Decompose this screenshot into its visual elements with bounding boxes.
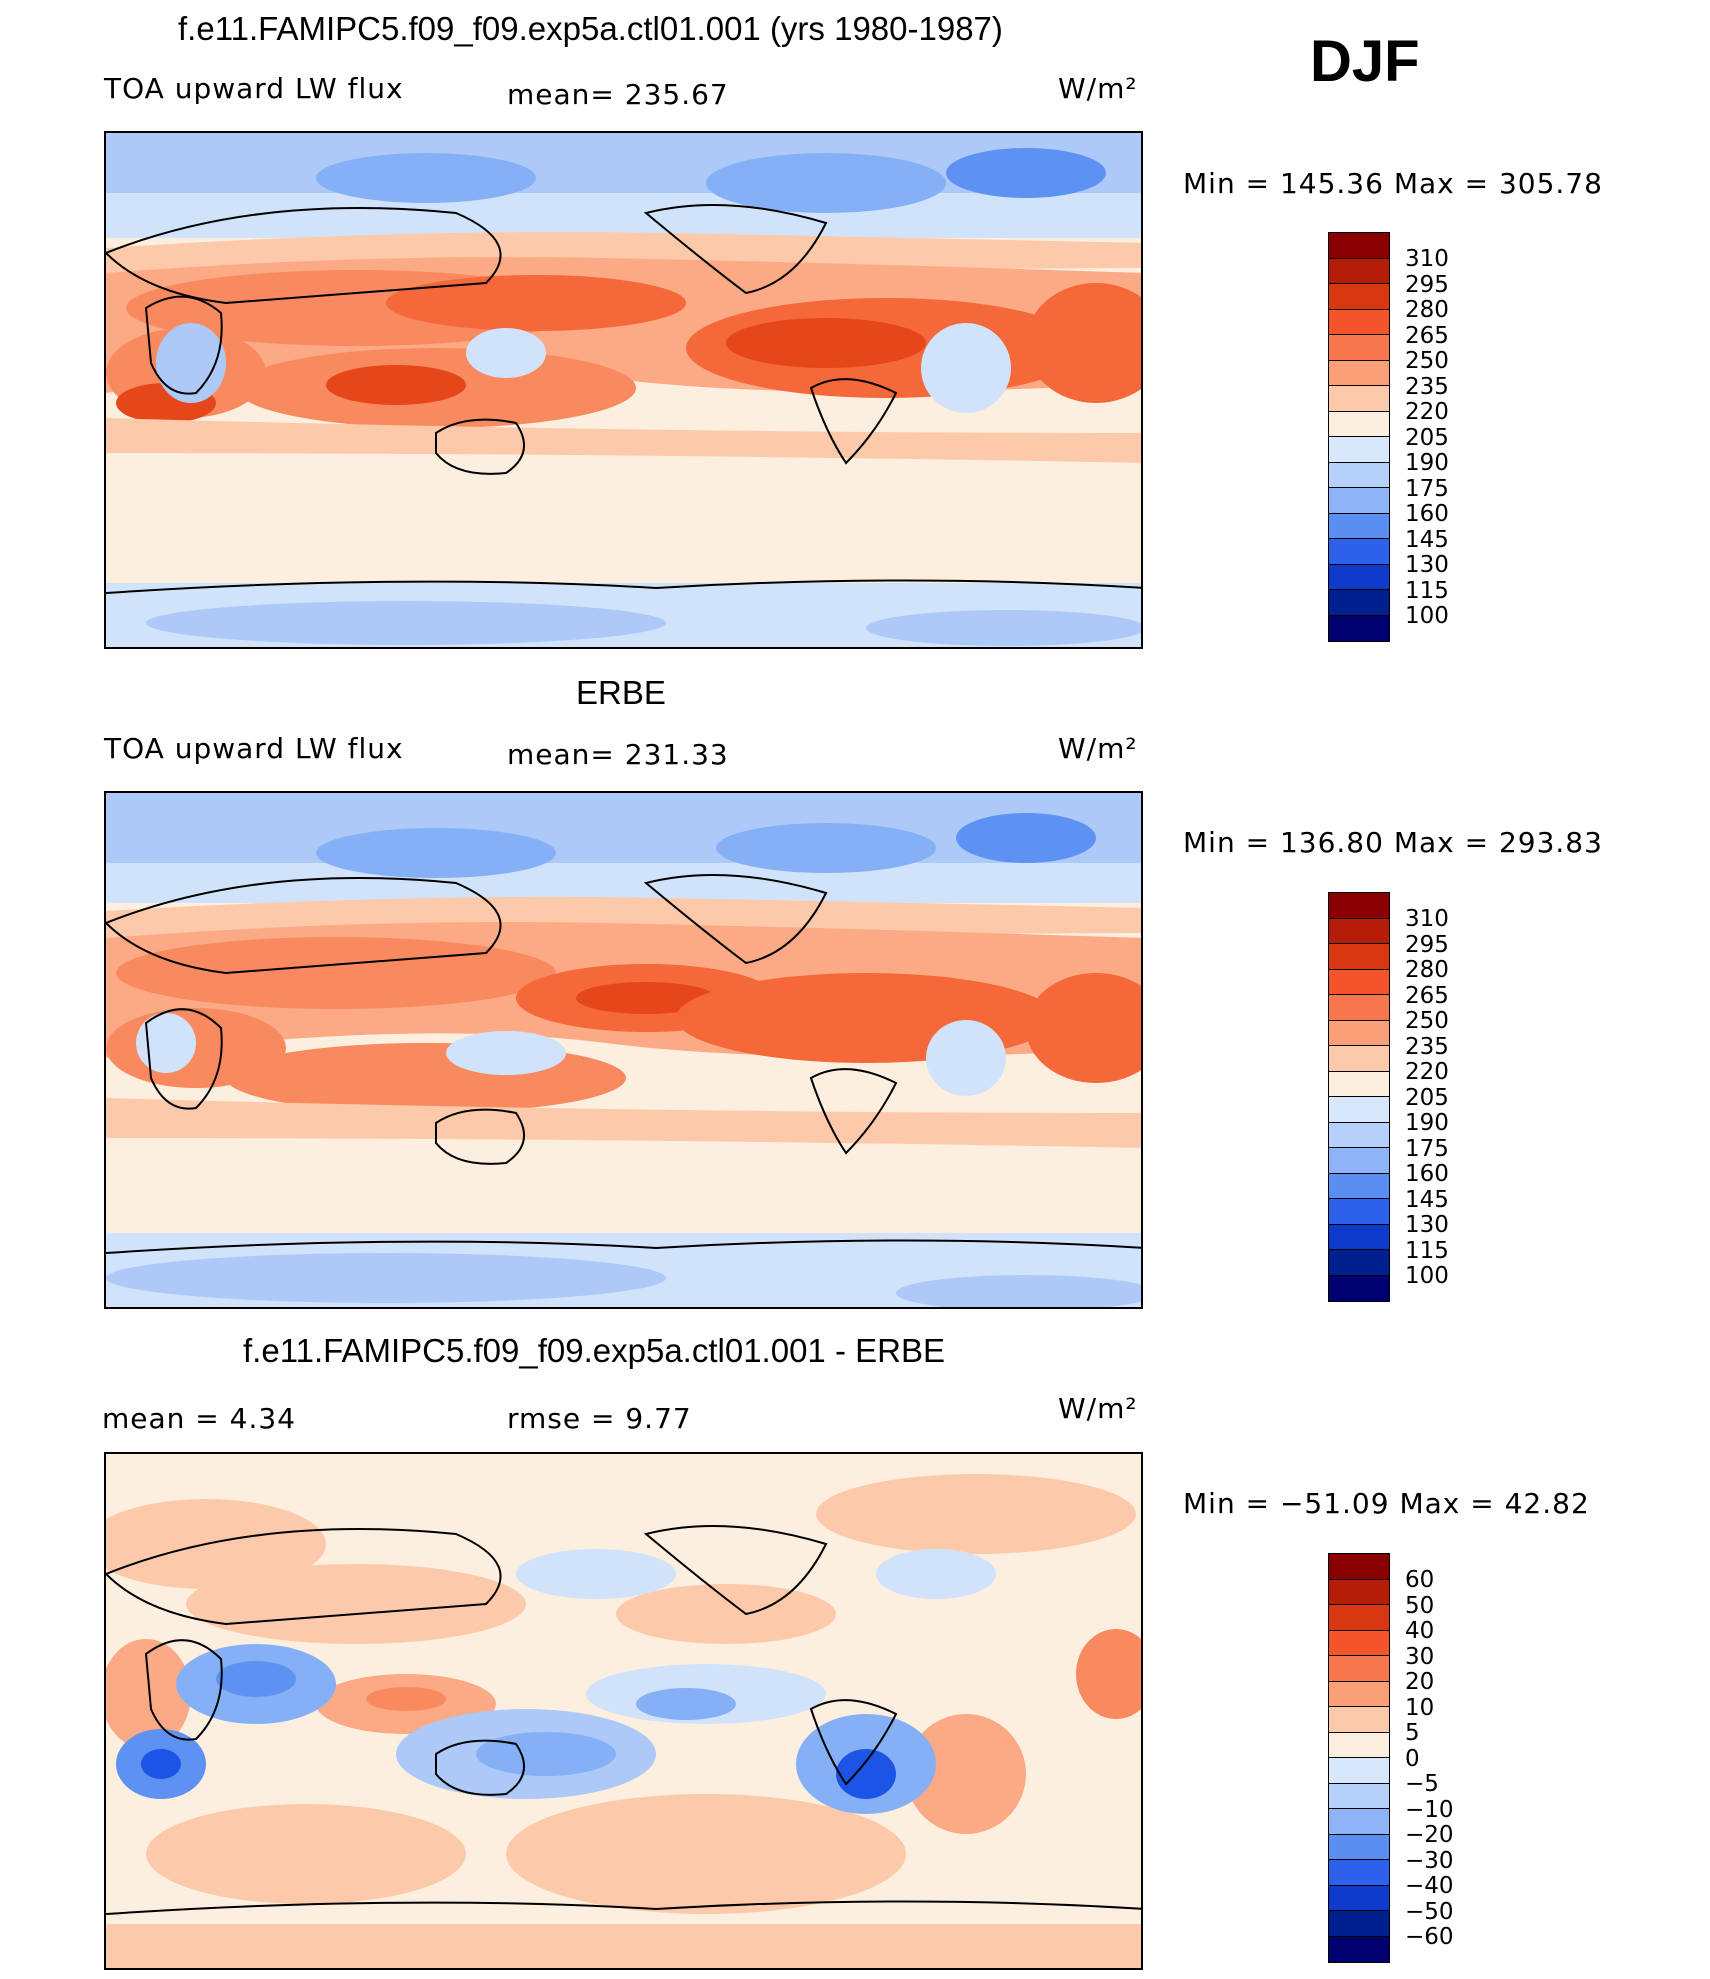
colorbar-tick: −40 [1405, 1873, 1454, 1899]
colorbar-tick: 280 [1405, 297, 1449, 323]
colorbar-tick: 205 [1405, 425, 1449, 451]
colorbar-tick: 160 [1405, 501, 1449, 527]
colorbar-tick: 20 [1405, 1669, 1435, 1695]
colorbar-tick: −5 [1405, 1771, 1439, 1797]
panel-2-mean-label: mean= 231.33 [507, 738, 729, 771]
colorbar-tick: 30 [1405, 1644, 1435, 1670]
colorbar-tick: 190 [1405, 450, 1449, 476]
colorbar-tick: 115 [1405, 578, 1449, 604]
panel-3-colorbar [1328, 1553, 1390, 1963]
colorbar-tick: 250 [1405, 348, 1449, 374]
colorbar-tick: 190 [1405, 1110, 1449, 1136]
panel-3-map [104, 1452, 1143, 1970]
panel-1-map [104, 131, 1143, 649]
colorbar-tick: 100 [1405, 603, 1449, 629]
panel-1-mean-label: mean= 235.67 [507, 78, 729, 111]
panel-1-variable-label: TOA upward LW flux [104, 72, 404, 105]
colorbar-tick: 175 [1405, 1136, 1449, 1162]
colorbar-tick: −50 [1405, 1899, 1454, 1925]
season-label: DJF [1310, 29, 1420, 94]
panel-3-rmse-label: rmse = 9.77 [507, 1402, 692, 1435]
colorbar-tick: −20 [1405, 1822, 1454, 1848]
colorbar-tick: 235 [1405, 1034, 1449, 1060]
colorbar-tick: 310 [1405, 906, 1449, 932]
panel-1-title: f.e11.FAMIPC5.f09_f09.exp5a.ctl01.001 (y… [178, 10, 1003, 47]
colorbar-tick: 280 [1405, 957, 1449, 983]
colorbar-tick: 0 [1405, 1746, 1420, 1772]
colorbar-tick: 115 [1405, 1238, 1449, 1264]
panel-3-units-label: W/m² [1058, 1392, 1138, 1425]
panel-3-minmax: Min = −51.09 Max = 42.82 [1183, 1487, 1590, 1520]
panel-2-units-label: W/m² [1058, 732, 1138, 765]
colorbar-tick: 130 [1405, 1212, 1449, 1238]
panel-2-minmax: Min = 136.80 Max = 293.83 [1183, 826, 1603, 859]
colorbar-tick: 250 [1405, 1008, 1449, 1034]
colorbar-tick: 265 [1405, 323, 1449, 349]
colorbar-tick: 235 [1405, 374, 1449, 400]
panel-2-variable-label: TOA upward LW flux [104, 732, 404, 765]
colorbar-tick: 10 [1405, 1695, 1435, 1721]
panel-1-colorbar [1328, 232, 1390, 642]
panel-1-units-label: W/m² [1058, 72, 1138, 105]
colorbar-tick: 220 [1405, 1059, 1449, 1085]
colorbar-tick: 175 [1405, 476, 1449, 502]
colorbar-tick: 40 [1405, 1618, 1435, 1644]
panel-1-minmax: Min = 145.36 Max = 305.78 [1183, 167, 1603, 200]
panel-2-colorbar [1328, 892, 1390, 1302]
panel-3-title: f.e11.FAMIPC5.f09_f09.exp5a.ctl01.001 - … [243, 1332, 945, 1369]
colorbar-tick: −10 [1405, 1797, 1454, 1823]
colorbar-tick: 310 [1405, 246, 1449, 272]
colorbar-tick: 60 [1405, 1567, 1435, 1593]
colorbar-tick: −30 [1405, 1848, 1454, 1874]
colorbar-tick: 205 [1405, 1085, 1449, 1111]
colorbar-tick: 145 [1405, 1187, 1449, 1213]
panel-3-mean-label: mean = 4.34 [102, 1402, 297, 1435]
colorbar-tick: 50 [1405, 1593, 1435, 1619]
panel-2-map [104, 791, 1143, 1309]
colorbar-tick: 295 [1405, 932, 1449, 958]
colorbar-tick: 145 [1405, 527, 1449, 553]
colorbar-tick: 160 [1405, 1161, 1449, 1187]
panel-2-title: ERBE [576, 674, 666, 711]
colorbar-tick: 220 [1405, 399, 1449, 425]
colorbar-tick: 295 [1405, 272, 1449, 298]
colorbar-tick: 265 [1405, 983, 1449, 1009]
colorbar-tick: 130 [1405, 552, 1449, 578]
colorbar-tick: 5 [1405, 1720, 1420, 1746]
colorbar-tick: −60 [1405, 1924, 1454, 1950]
colorbar-tick: 100 [1405, 1263, 1449, 1289]
